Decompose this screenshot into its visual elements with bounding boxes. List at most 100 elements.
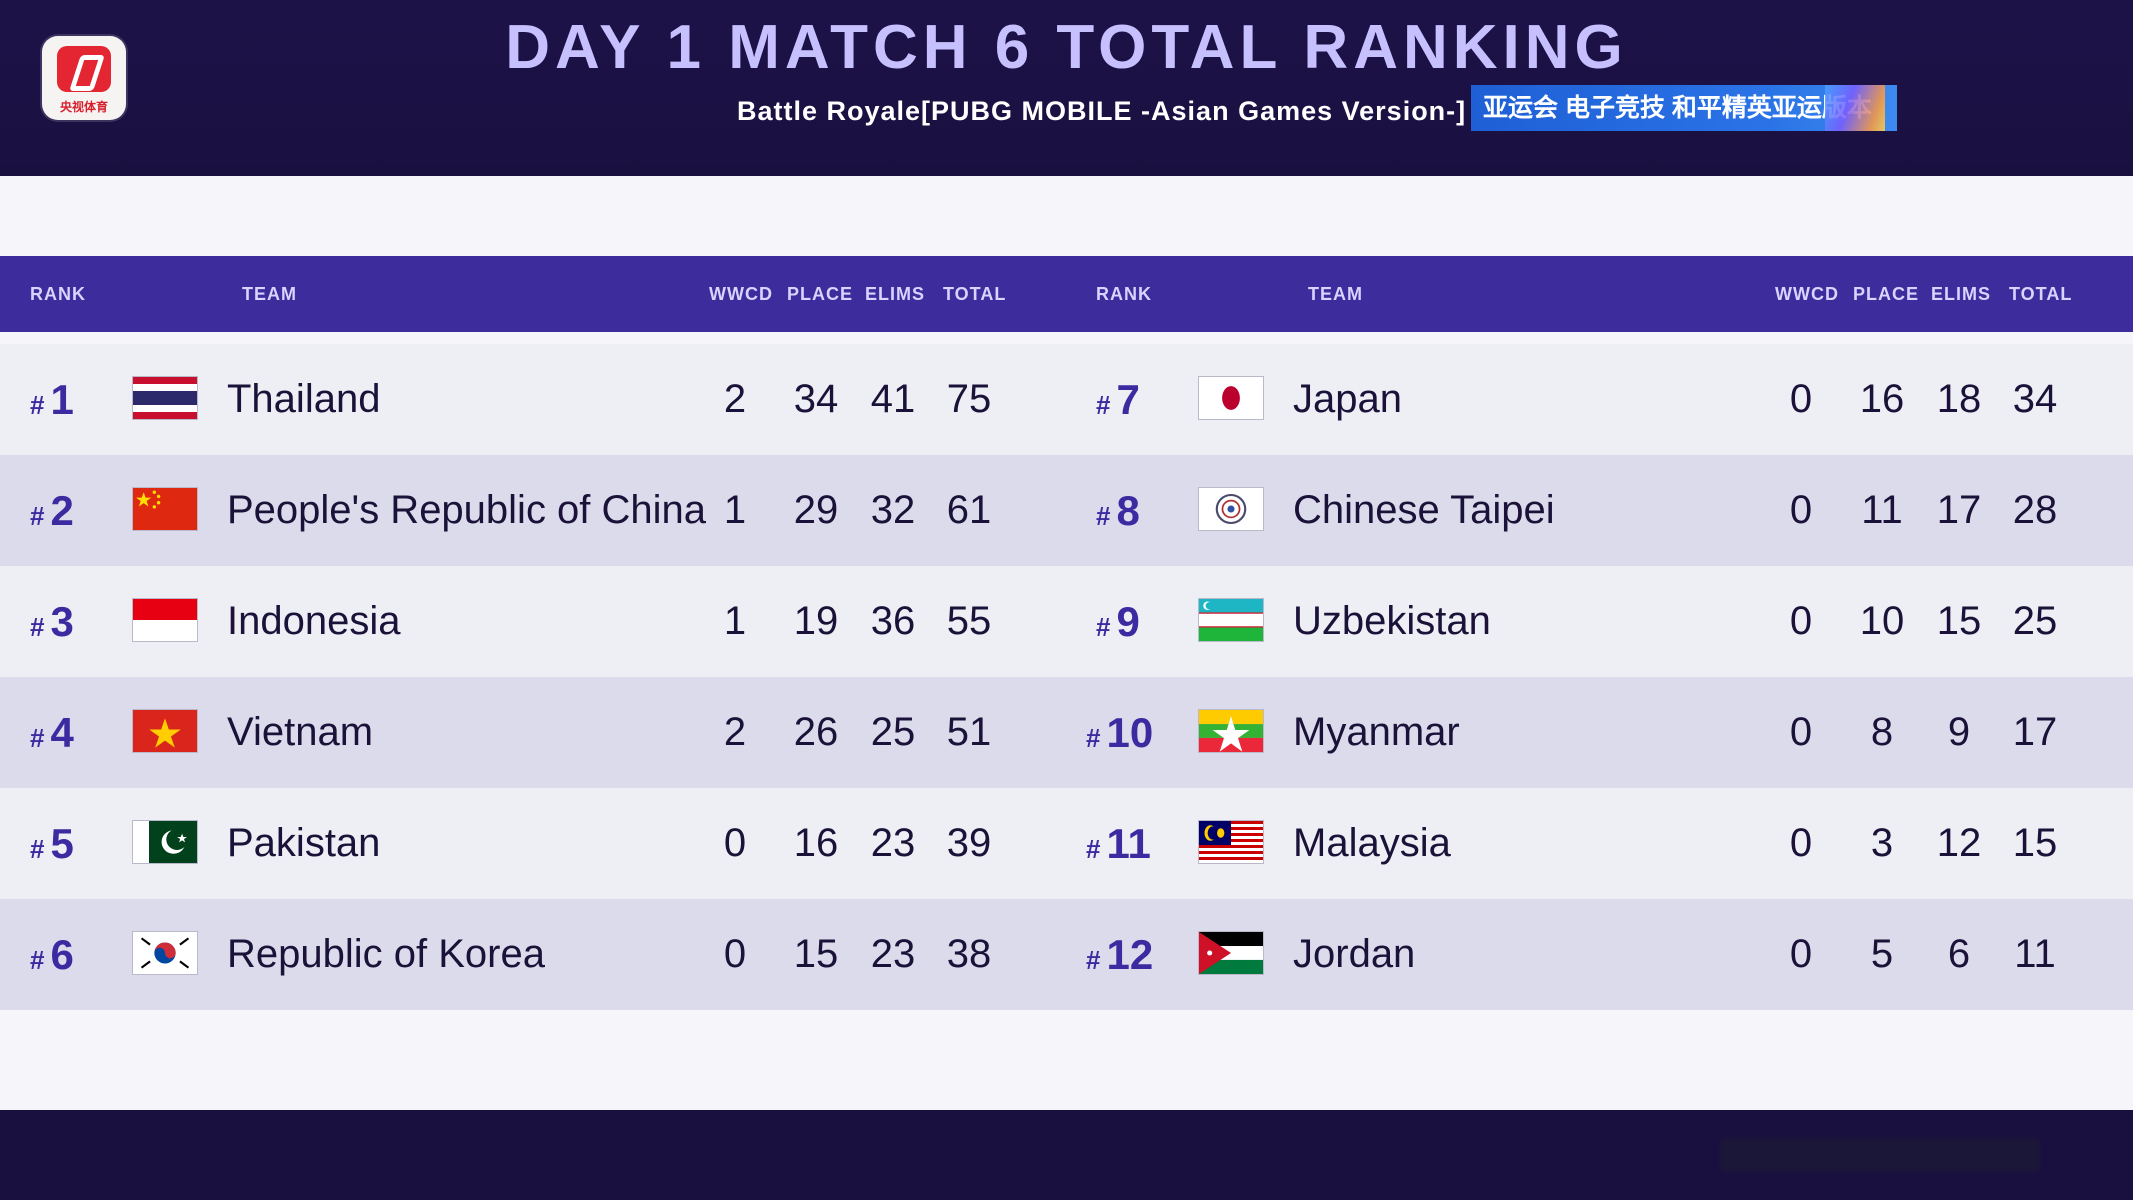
rank-cell: #6 (30, 931, 74, 978)
rank-cell: #1 (30, 376, 74, 423)
elims-value: 17 (1936, 488, 1982, 532)
table-row: #2 People's Republic of China 1 29 32 61… (0, 455, 2133, 566)
rank-cell: #4 (30, 709, 74, 756)
place-value: 8 (1870, 710, 1894, 754)
team-name: Republic of Korea (227, 932, 545, 976)
col-team-left: TEAM (242, 284, 297, 304)
team-name: Myanmar (1293, 710, 1460, 754)
elims-value: 41 (870, 377, 916, 421)
total-value: 28 (2012, 488, 2058, 532)
event-badge-label: 亚运会 电子竞技 和平精英亚运版本 (1483, 94, 1872, 122)
uzbekistan-flag-icon (1198, 598, 1264, 642)
elims-value: 25 (870, 710, 916, 754)
team-name: Thailand (227, 377, 381, 421)
rank-cell: #2 (30, 487, 74, 534)
wwcd-value: 0 (1789, 710, 1813, 754)
total-value: 11 (2014, 932, 2056, 976)
wwcd-value: 1 (723, 599, 747, 643)
col-elims-left: ELIMS (865, 284, 926, 304)
chinese-taipei-flag-icon (1198, 487, 1264, 531)
table-row: #4 Vietnam 2 26 25 51 #10 Myanmar 0 8 9 … (0, 677, 2133, 788)
elims-value: 6 (1947, 932, 1971, 976)
pakistan-flag-icon (132, 820, 198, 864)
wwcd-value: 0 (723, 821, 747, 865)
cctv-sports-logo: 央视体育 (42, 36, 126, 120)
table-row: #3 Indonesia 1 19 36 55 #9 Uzbekistan 0 … (0, 566, 2133, 677)
col-wwcd-left: WWCD (709, 284, 773, 304)
elims-value: 36 (870, 599, 916, 643)
table-header: RANK TEAM WWCD PLACE ELIMS TOTAL RANK TE… (0, 256, 2133, 332)
place-value: 10 (1859, 599, 1905, 643)
team-name: Vietnam (227, 710, 374, 754)
total-value: 15 (2012, 821, 2058, 865)
team-name: Indonesia (227, 599, 401, 643)
rank-cell: #7 (1096, 376, 1140, 423)
place-value: 16 (793, 821, 839, 865)
team-name: Jordan (1293, 932, 1416, 976)
table-row: #5 Pakistan 0 16 23 39 #11 Malaysia 0 3 … (0, 788, 2133, 899)
place-value: 11 (1861, 488, 1903, 532)
jordan-flag-icon (1198, 931, 1264, 975)
page-subtitle: Battle Royale[PUBG MOBILE -Asian Games V… (737, 96, 1467, 126)
wwcd-value: 0 (1789, 821, 1813, 865)
wwcd-value: 0 (1789, 599, 1813, 643)
place-value: 19 (793, 599, 839, 643)
place-value: 29 (793, 488, 839, 532)
rank-cell: #11 (1086, 820, 1151, 867)
total-value: 17 (2012, 710, 2058, 754)
wwcd-value: 1 (723, 488, 747, 532)
header-bar: 央视体育 DAY 1 MATCH 6 TOTAL RANKING Battle … (0, 0, 2133, 176)
place-value: 34 (793, 377, 839, 421)
elims-value: 23 (870, 932, 916, 976)
team-name: Japan (1293, 377, 1402, 421)
col-place-right: PLACE (1853, 284, 1920, 304)
wwcd-value: 2 (723, 377, 747, 421)
elims-value: 12 (1936, 821, 1982, 865)
col-total-right: TOTAL (2009, 284, 2073, 304)
total-value: 38 (946, 932, 992, 976)
elims-value: 18 (1936, 377, 1982, 421)
page-title: DAY 1 MATCH 6 TOTAL RANKING (505, 13, 1628, 82)
col-team-right: TEAM (1308, 284, 1363, 304)
malaysia-flag-icon (1198, 820, 1264, 864)
china-flag-icon (132, 487, 198, 531)
col-wwcd-right: WWCD (1775, 284, 1839, 304)
wwcd-value: 0 (1789, 488, 1813, 532)
total-value: 39 (946, 821, 992, 865)
wwcd-value: 0 (1789, 932, 1813, 976)
rank-cell: #12 (1086, 931, 1154, 978)
elims-value: 32 (870, 488, 916, 532)
elims-value: 9 (1947, 710, 1971, 754)
col-rank-right: RANK (1096, 284, 1152, 304)
logo-text: 央视体育 (59, 100, 108, 114)
rank-cell: #9 (1096, 598, 1140, 645)
rank-cell: #8 (1096, 487, 1140, 534)
elims-value: 23 (870, 821, 916, 865)
total-value: 61 (946, 488, 992, 532)
japan-flag-icon (1198, 376, 1264, 420)
col-place-left: PLACE (787, 284, 854, 304)
total-value: 75 (946, 377, 992, 421)
team-name: People's Republic of China (227, 488, 707, 532)
col-elims-right: ELIMS (1931, 284, 1992, 304)
total-value: 55 (946, 599, 992, 643)
total-value: 25 (2012, 599, 2058, 643)
rank-cell: #10 (1086, 709, 1154, 756)
place-value: 15 (793, 932, 839, 976)
wwcd-value: 0 (1789, 377, 1813, 421)
team-name: Pakistan (227, 821, 381, 865)
team-name: Uzbekistan (1293, 599, 1491, 643)
place-value: 5 (1870, 932, 1894, 976)
total-value: 51 (946, 710, 992, 754)
total-value: 34 (2012, 377, 2058, 421)
col-total-left: TOTAL (943, 284, 1007, 304)
myanmar-flag-icon (1198, 709, 1264, 753)
vietnam-flag-icon (132, 709, 198, 753)
korea-flag-icon (132, 931, 198, 975)
blurred-watermark (1720, 1138, 2040, 1172)
col-rank-left: RANK (30, 284, 86, 304)
rank-cell: #5 (30, 820, 74, 867)
table-row: #6 Republic of Korea 0 15 23 38 #12 Jord… (0, 899, 2133, 1010)
indonesia-flag-icon (132, 598, 198, 642)
place-value: 3 (1870, 821, 1894, 865)
